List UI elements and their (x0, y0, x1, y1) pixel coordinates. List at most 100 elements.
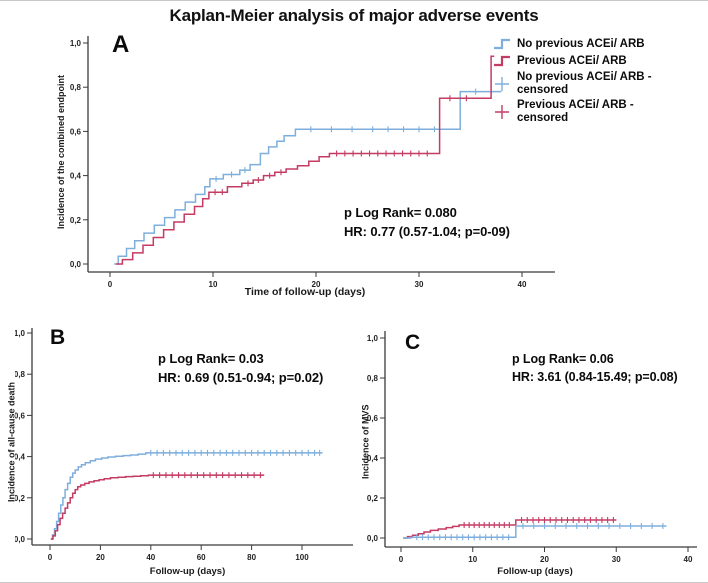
censor-mark-no_previous (638, 523, 645, 529)
panel-a-xaxis-label: Time of follow-up (days) (244, 286, 366, 298)
legend-item-no-previous-censored: No previous ACEi/ ARB - censored (492, 71, 706, 96)
censor-mark-previous (374, 150, 381, 157)
y-tick-label: 1,0 (367, 334, 379, 343)
censor-mark-previous (245, 180, 252, 187)
censor-mark-no_previous (499, 534, 506, 541)
legend-label: No previous ACEi/ ARB - censored (517, 71, 652, 96)
censor-mark-no_previous (584, 523, 591, 529)
censor-mark-previous (604, 517, 611, 523)
censor-mark-no_previous (191, 449, 198, 456)
censor-mark-no_previous (328, 126, 335, 133)
series-path-previous (403, 519, 617, 539)
x-tick-label: 0 (399, 555, 404, 563)
censor-mark-previous (446, 95, 453, 102)
censor-mark-previous (399, 150, 406, 157)
y-tick-label: 0,8 (70, 83, 82, 92)
legend-item-previous: Previous ACEi/ ARB (492, 54, 706, 68)
censor-mark-no_previous (299, 449, 305, 456)
y-tick-label: 0,4 (15, 453, 26, 462)
legend-item-no-previous: No previous ACEi/ ARB (492, 37, 706, 51)
y-tick-label: 0,0 (15, 535, 26, 544)
censor-mark-no_previous (541, 523, 548, 529)
censor-mark-previous (530, 517, 537, 523)
censor-mark-no_previous (563, 523, 570, 529)
censor-mark-previous (491, 522, 498, 528)
censor-mark-previous (207, 472, 214, 479)
censor-mark-no_previous (416, 126, 422, 133)
censor-mark-previous (541, 517, 548, 523)
panel-c-hr-text: HR: 3.61 (0.84-15.49; p=0.08) (512, 370, 678, 385)
series-path-no_previous (114, 90, 502, 265)
censor-mark-no_previous (204, 449, 211, 456)
panel-c-xaxis-label: Follow-up (days) (497, 566, 573, 577)
censor-mark-previous (466, 522, 473, 528)
x-tick-label: 40 (684, 555, 693, 563)
censor-mark-previous (581, 517, 588, 523)
censor-mark-previous (407, 150, 414, 157)
censor-mark-no_previous (223, 449, 230, 456)
censor-mark-previous (575, 517, 582, 523)
censor-mark-no_previous (369, 126, 376, 133)
censor-mark-no_previous (173, 449, 179, 456)
plus-censored-icon (492, 75, 512, 93)
censor-mark-no_previous (552, 523, 559, 529)
censor-mark-no_previous (154, 449, 161, 456)
censor-mark-previous (225, 472, 232, 479)
figure-title: Kaplan-Meier analysis of major adverse e… (169, 6, 539, 25)
step-line-icon (492, 37, 512, 51)
censor-mark-no_previous (147, 449, 154, 456)
panel-b-chart: 0,0 0,2 0,4 0,6 0,8 1,0 0 20 40 60 80 100 (15, 328, 353, 562)
legend-label: No previous ACEi/ ARB (517, 37, 645, 50)
panel-b-stats: p Log Rank= 0.03 HR: 0.69 (0.51-0.94; p=… (158, 350, 323, 388)
x-tick-label: 10 (209, 280, 218, 289)
panel-b-label: B (50, 326, 66, 349)
x-tick-label: 40 (146, 553, 155, 562)
censor-mark-no_previous (494, 534, 501, 541)
panel-a-stats: p Log Rank= 0.080 HR: 0.77 (0.57-1.04; p… (344, 204, 510, 242)
censor-mark-previous (169, 472, 176, 479)
y-tick-label: 0,2 (70, 216, 82, 225)
censor-mark-no_previous (254, 449, 261, 456)
censor-mark-previous (333, 150, 340, 157)
censor-mark-previous (598, 517, 605, 523)
panel-c-chart: 0,0 0,2 0,4 0,6 0,8 1,0 0 10 20 30 40 (367, 331, 697, 563)
panel-b-yaxis-label: Incidence of all-cause death (6, 381, 17, 503)
censor-mark-previous (518, 517, 525, 523)
censor-mark-no_previous (236, 449, 242, 456)
censor-mark-previous (358, 150, 365, 157)
y-tick-label: 0,0 (367, 534, 379, 543)
censor-mark-no_previous (280, 449, 287, 456)
y-tick-label: 0,6 (367, 414, 379, 423)
legend-label: Previous ACEi/ ARB (517, 54, 627, 67)
x-tick-label: 10 (468, 555, 477, 563)
censor-mark-no_previous (659, 523, 666, 529)
x-tick-label: 0 (48, 553, 53, 562)
censor-mark-no_previous (649, 523, 656, 529)
y-tick-label: 0,8 (367, 374, 379, 383)
censor-mark-previous (162, 472, 169, 479)
censor-mark-no_previous (505, 534, 512, 541)
censor-mark-previous (564, 517, 571, 523)
censor-mark-previous (461, 522, 468, 528)
panel-a-chart: 0,0 0,2 0,4 0,6 0,8 1,0 0 10 20 30 40 (70, 36, 555, 289)
censor-mark-no_previous (413, 534, 420, 541)
panel-a-hr-text: HR: 0.77 (0.57-1.04; p=0-09) (344, 223, 510, 239)
censor-mark-previous (244, 472, 251, 479)
censor-mark-previous (212, 189, 219, 196)
x-tick-label: 80 (247, 553, 256, 562)
censor-mark-previous (416, 150, 422, 157)
censor-mark-previous (391, 150, 398, 157)
censor-mark-no_previous (465, 534, 472, 541)
censor-mark-previous (506, 522, 513, 528)
censor-mark-no_previous (261, 449, 268, 456)
y-tick-label: 0,4 (367, 454, 379, 463)
censor-mark-no_previous (349, 126, 356, 133)
censor-mark-no_previous (573, 523, 580, 529)
censor-mark-no_previous (241, 167, 248, 174)
y-tick-label: 1,0 (70, 39, 82, 48)
censor-mark-previous (232, 472, 239, 479)
y-tick-label: 1,0 (15, 329, 26, 338)
censor-mark-previous (213, 472, 220, 479)
censor-mark-no_previous (213, 175, 220, 182)
censor-mark-previous (175, 472, 182, 479)
